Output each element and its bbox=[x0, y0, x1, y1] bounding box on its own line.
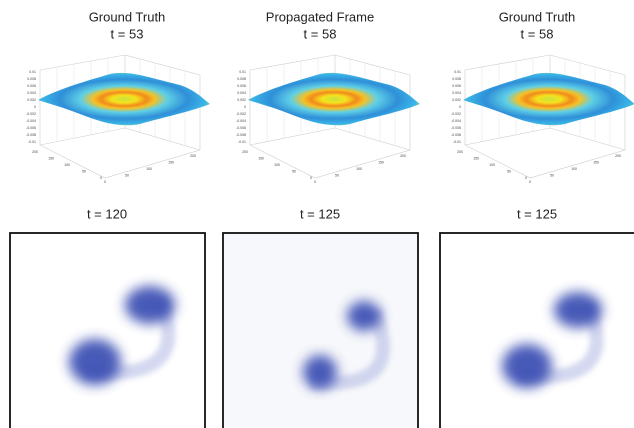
z-tick-label: -0.008 bbox=[26, 133, 36, 137]
image-frame bbox=[10, 233, 205, 428]
z-tick-label: -0.004 bbox=[236, 119, 246, 123]
z-tick-label: 0.006 bbox=[452, 84, 461, 88]
x-tick-label: 200 bbox=[190, 154, 196, 158]
density-blob bbox=[554, 292, 602, 328]
y-tick-label: 150 bbox=[48, 156, 54, 160]
x-tick-label: 0 bbox=[314, 180, 316, 184]
figure: Ground Trutht = 530.010.0080.0060.0040.0… bbox=[0, 0, 634, 428]
z-tick-label: 0.008 bbox=[237, 77, 246, 81]
y-tick-label: 150 bbox=[258, 156, 264, 160]
z-tick-label: -0.01 bbox=[238, 140, 246, 144]
z-tick-label: 0.006 bbox=[237, 84, 246, 88]
z-tick-label: -0.002 bbox=[451, 112, 461, 116]
z-tick-label: -0.006 bbox=[26, 126, 36, 130]
z-tick-label: -0.01 bbox=[453, 140, 461, 144]
x-tick-label: 150 bbox=[593, 160, 599, 164]
y-tick-label: 50 bbox=[292, 169, 296, 173]
x-tick-label: 0 bbox=[104, 180, 106, 184]
y-tick-label: 200 bbox=[32, 150, 38, 154]
z-tick-label: -0.002 bbox=[236, 112, 246, 116]
y-tick-label: 200 bbox=[242, 150, 248, 154]
x-tick-label: 100 bbox=[356, 167, 362, 171]
surface bbox=[38, 73, 210, 125]
z-tick-label: -0.004 bbox=[26, 119, 36, 123]
y-tick-label: 0 bbox=[310, 176, 312, 180]
x-tick-label: 200 bbox=[615, 154, 621, 158]
z-tick-label: -0.002 bbox=[26, 112, 36, 116]
z-tick-label: 0 bbox=[459, 105, 461, 109]
z-tick-label: -0.004 bbox=[451, 119, 461, 123]
surface bbox=[248, 73, 420, 125]
y-tick-label: 150 bbox=[473, 156, 479, 160]
z-tick-label: 0.008 bbox=[27, 77, 36, 81]
panel-title: Propagated Frame bbox=[266, 9, 374, 24]
panel-time: t = 58 bbox=[521, 26, 554, 41]
x-tick-label: 50 bbox=[125, 173, 129, 177]
y-tick-label: 200 bbox=[457, 150, 463, 154]
image-frame bbox=[440, 233, 634, 428]
y-tick-label: 100 bbox=[489, 163, 495, 167]
z-tick-label: -0.01 bbox=[28, 140, 36, 144]
z-tick-label: 0.008 bbox=[452, 77, 461, 81]
density-blob bbox=[502, 344, 552, 388]
panel-time: t = 53 bbox=[111, 26, 144, 41]
z-tick-label: 0.006 bbox=[27, 84, 36, 88]
z-tick-label: 0 bbox=[244, 105, 246, 109]
x-tick-label: 150 bbox=[378, 160, 384, 164]
image-frame bbox=[223, 233, 418, 428]
z-tick-label: 0.004 bbox=[452, 91, 461, 95]
x-tick-label: 200 bbox=[400, 154, 406, 158]
z-tick-label: 0.01 bbox=[454, 70, 461, 74]
panel-title: Ground Truth bbox=[89, 9, 166, 24]
density-blob bbox=[303, 355, 337, 389]
surface-plot: 0.01 0.008 0.006 0.004 0.002 0 -0.002 -0.004 -0.… bbox=[451, 55, 634, 184]
panel-time: t = 125 bbox=[517, 206, 557, 221]
z-tick-label: 0 bbox=[34, 105, 36, 109]
z-tick-label: -0.006 bbox=[236, 126, 246, 130]
surface-plot: 0.01 0.008 0.006 0.004 0.002 0 -0.002 -0.004 -0.… bbox=[236, 55, 420, 184]
y-tick-label: 0 bbox=[525, 176, 527, 180]
x-tick-label: 150 bbox=[168, 160, 174, 164]
panel-title: Ground Truth bbox=[499, 9, 576, 24]
panel-time: t = 125 bbox=[300, 206, 340, 221]
x-tick-label: 100 bbox=[146, 167, 152, 171]
y-tick-label: 50 bbox=[82, 169, 86, 173]
z-tick-label: -0.008 bbox=[236, 133, 246, 137]
z-tick-label: 0.004 bbox=[237, 91, 246, 95]
surface-plot: 0.01 0.008 0.006 0.004 0.002 0 -0.002 -0.004 -0.… bbox=[26, 55, 210, 184]
z-tick-label: 0.002 bbox=[27, 98, 36, 102]
x-tick-label: 50 bbox=[335, 173, 339, 177]
x-tick-label: 50 bbox=[550, 173, 554, 177]
panel-time: t = 120 bbox=[87, 206, 127, 221]
x-tick-label: 0 bbox=[529, 180, 531, 184]
density-blob bbox=[125, 286, 175, 324]
x-tick-label: 100 bbox=[571, 167, 577, 171]
z-tick-label: 0.002 bbox=[237, 98, 246, 102]
z-tick-label: 0.002 bbox=[452, 98, 461, 102]
z-tick-label: 0.01 bbox=[29, 70, 36, 74]
density-blob bbox=[69, 339, 121, 385]
density-blob bbox=[347, 301, 381, 331]
y-tick-label: 50 bbox=[507, 169, 511, 173]
z-tick-label: 0.004 bbox=[27, 91, 36, 95]
y-tick-label: 0 bbox=[100, 176, 102, 180]
z-tick-label: -0.006 bbox=[451, 126, 461, 130]
panel-time: t = 58 bbox=[304, 26, 337, 41]
surface bbox=[463, 73, 634, 125]
z-tick-label: -0.008 bbox=[451, 133, 461, 137]
z-tick-label: 0.01 bbox=[239, 70, 246, 74]
y-tick-label: 100 bbox=[274, 163, 280, 167]
y-tick-label: 100 bbox=[64, 163, 70, 167]
